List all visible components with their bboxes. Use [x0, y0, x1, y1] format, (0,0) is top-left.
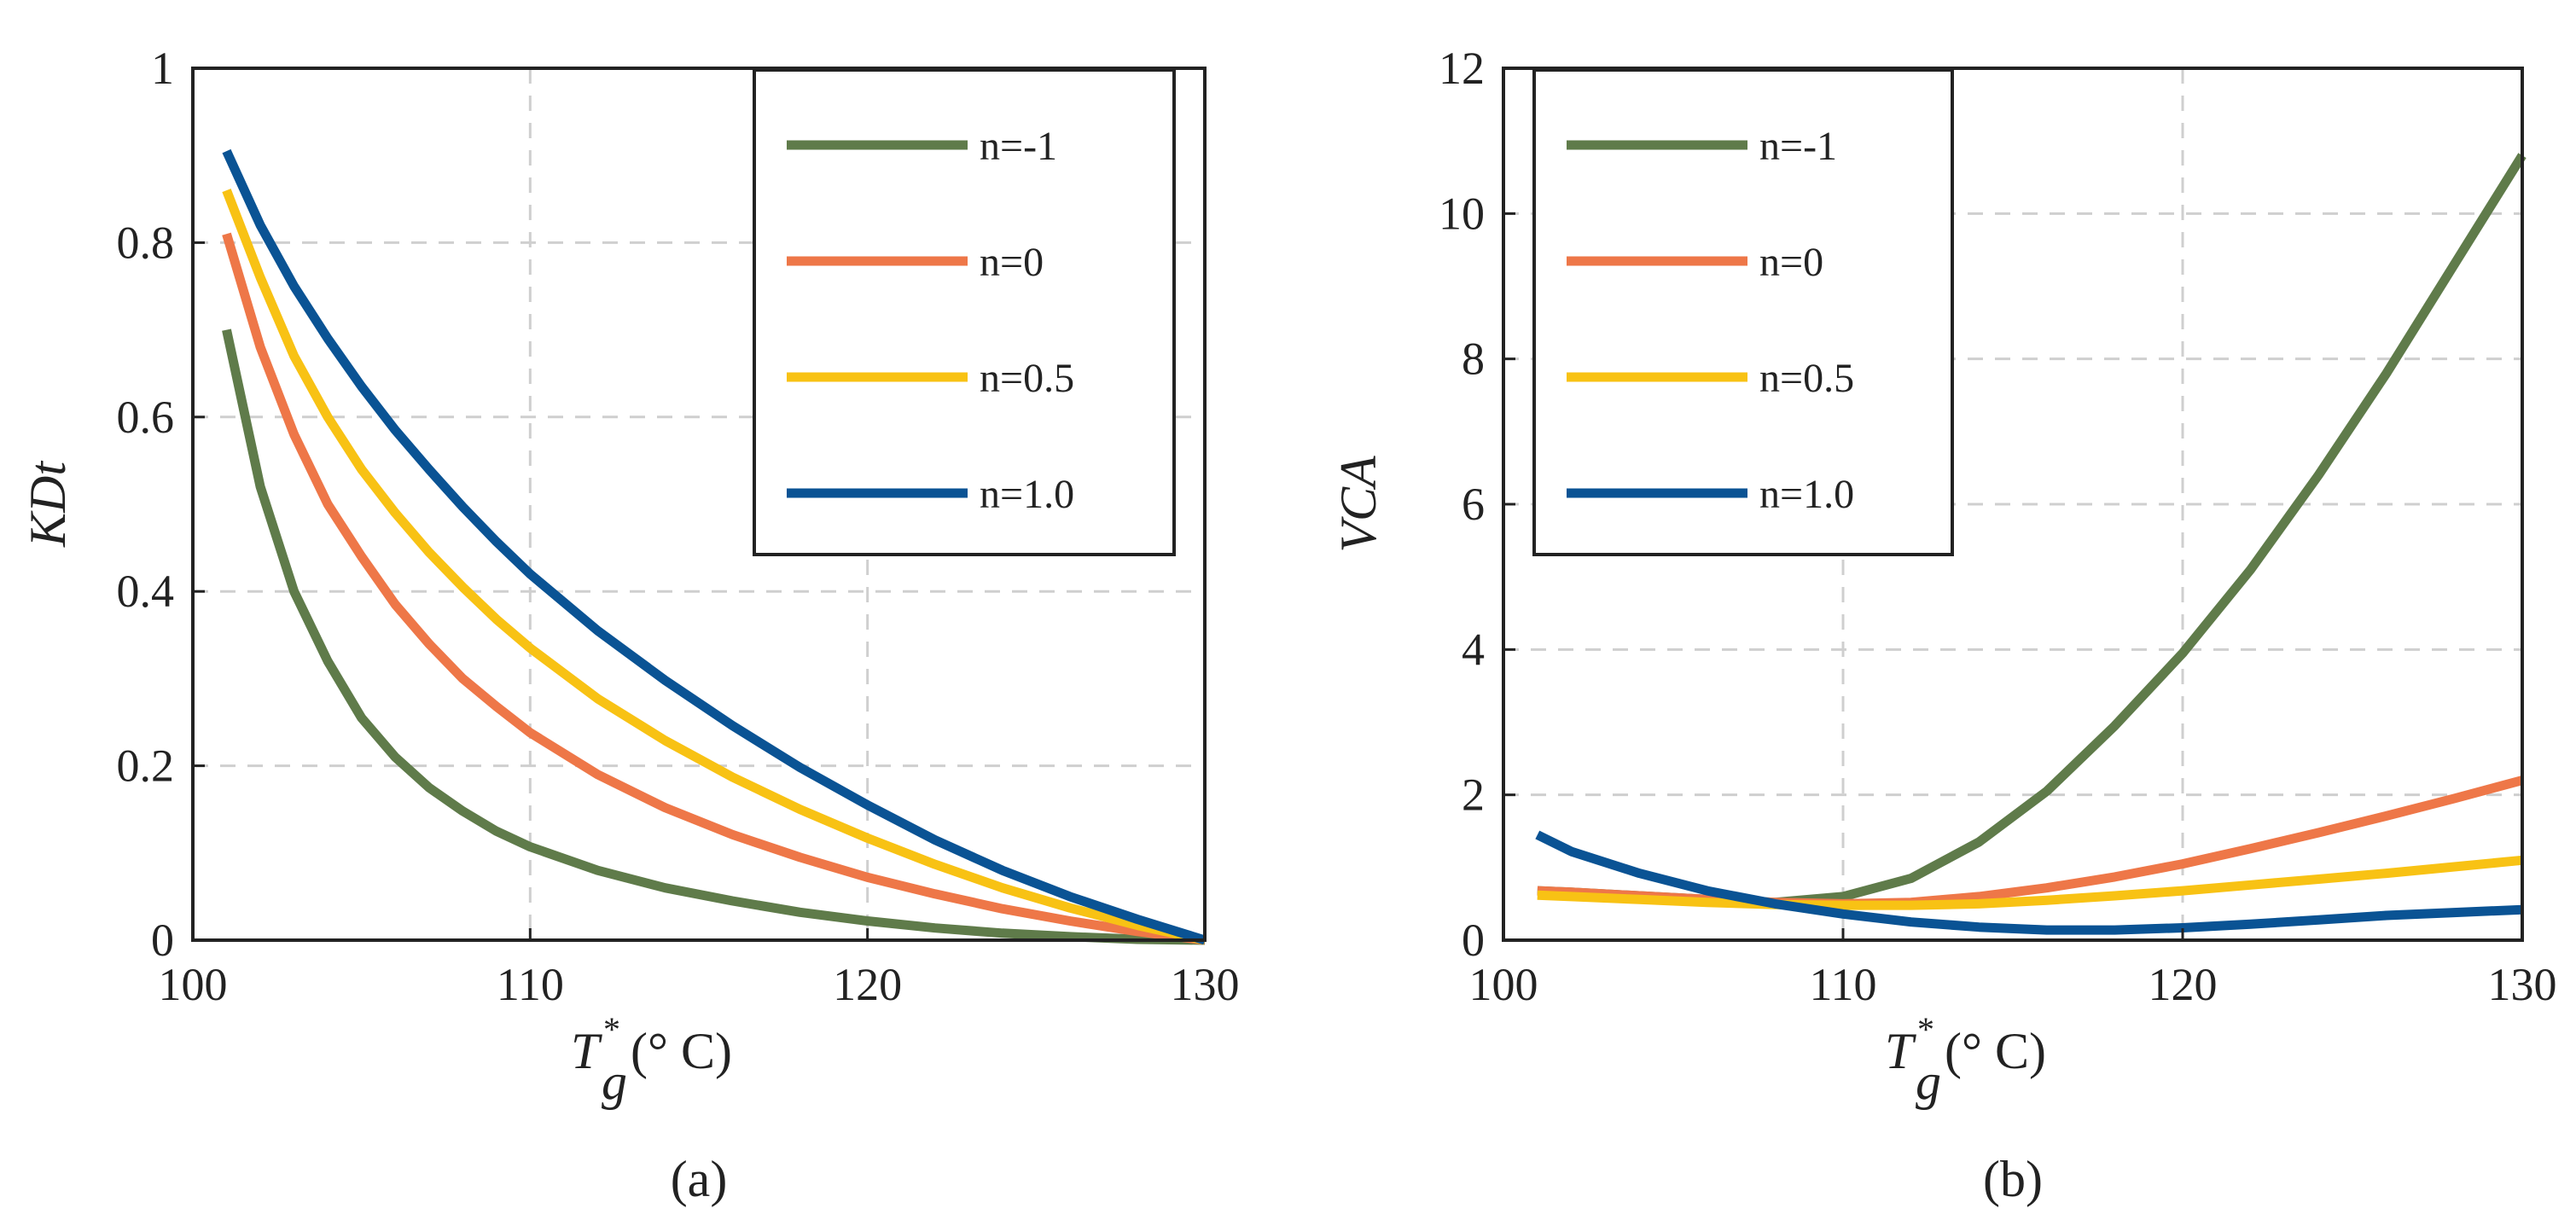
panel-caption: (a): [671, 1151, 728, 1207]
legend-label: n=1.0: [980, 472, 1074, 517]
legend-label: n=-1: [1759, 124, 1837, 169]
series-line-n=0: [222, 232, 1206, 945]
series-line-n=0.5: [1537, 855, 2523, 910]
series-line-n=0.5: [222, 189, 1207, 945]
series-line-n=1.0: [222, 148, 1207, 945]
panel-caption: (b): [1983, 1151, 2043, 1207]
x-tick-label: 120: [2149, 959, 2218, 1010]
legend: n=-1 n=0 n=0.5 n=1.0: [753, 68, 1176, 556]
x-axis-label-base: T: [571, 1023, 602, 1079]
legend-label: n=0: [980, 240, 1044, 285]
x-axis-label-sup: *: [1917, 1010, 1934, 1049]
legend-label: n=0.5: [980, 356, 1074, 401]
y-tick-label: 0: [151, 915, 174, 966]
legend-box: [753, 68, 1176, 556]
y-tick-label: 10: [1439, 188, 1485, 239]
x-axis-label-base: T: [1885, 1023, 1916, 1079]
y-tick-label: 4: [1462, 624, 1485, 675]
x-tick-label: 120: [833, 959, 902, 1010]
legend-label: n=1.0: [1759, 472, 1854, 517]
x-axis-label: T * g (° C): [1885, 1010, 2046, 1110]
y-tick-label: 8: [1462, 334, 1485, 385]
y-tick-label: 0: [1462, 915, 1485, 966]
y-axis-label: VCA: [1330, 456, 1387, 553]
y-tick-label: 6: [1462, 479, 1485, 530]
legend: n=-1 n=0 n=0.5 n=1.0: [1532, 68, 1954, 556]
plot-frame: [191, 67, 1207, 942]
y-tick-label: 0.4: [117, 566, 175, 617]
y-tick-label: 0.2: [117, 741, 175, 792]
x-axis-label-sup: *: [603, 1010, 620, 1049]
x-tick-label: 110: [497, 959, 564, 1010]
x-tick-label: 100: [159, 959, 228, 1010]
x-tick-label: 100: [1469, 959, 1538, 1010]
chart-panel-a: 100 110 120 130 0 0.2 0.4 0.6 0.8 1 KDt T * g (° C) (a…: [20, 43, 1240, 1207]
y-tick-label: 0.6: [117, 392, 175, 443]
x-tick-label: 130: [2488, 959, 2557, 1010]
y-tick-label: 1: [151, 43, 174, 94]
y-tick-label: 0.8: [117, 217, 175, 268]
x-tick-label: 110: [1810, 959, 1877, 1010]
y-tick-label: 2: [1462, 770, 1485, 821]
legend-box: [1532, 68, 1954, 556]
legend-label: n=0: [1759, 240, 1823, 285]
y-axis-label: KDt: [20, 461, 76, 548]
x-axis-label-sub: g: [1916, 1054, 1941, 1110]
y-tick-label: 12: [1439, 43, 1485, 94]
legend-label: n=-1: [980, 124, 1057, 169]
x-axis-label: T * g (° C): [571, 1010, 732, 1110]
series-line-n=-1: [222, 328, 1206, 945]
x-axis-label-unit: (° C): [631, 1023, 732, 1079]
legend-label: n=0.5: [1759, 356, 1854, 401]
chart-panel-b: 100 110 120 130 0 2 4 6 8 10 12 VCA T * g (° C) (b) n=-1…: [1330, 43, 2557, 1207]
series-line-n=1.0: [1535, 830, 2523, 935]
x-axis-label-sub: g: [602, 1054, 627, 1110]
x-tick-label: 130: [1171, 959, 1240, 1010]
x-axis-label-unit: (° C): [1945, 1023, 2046, 1079]
